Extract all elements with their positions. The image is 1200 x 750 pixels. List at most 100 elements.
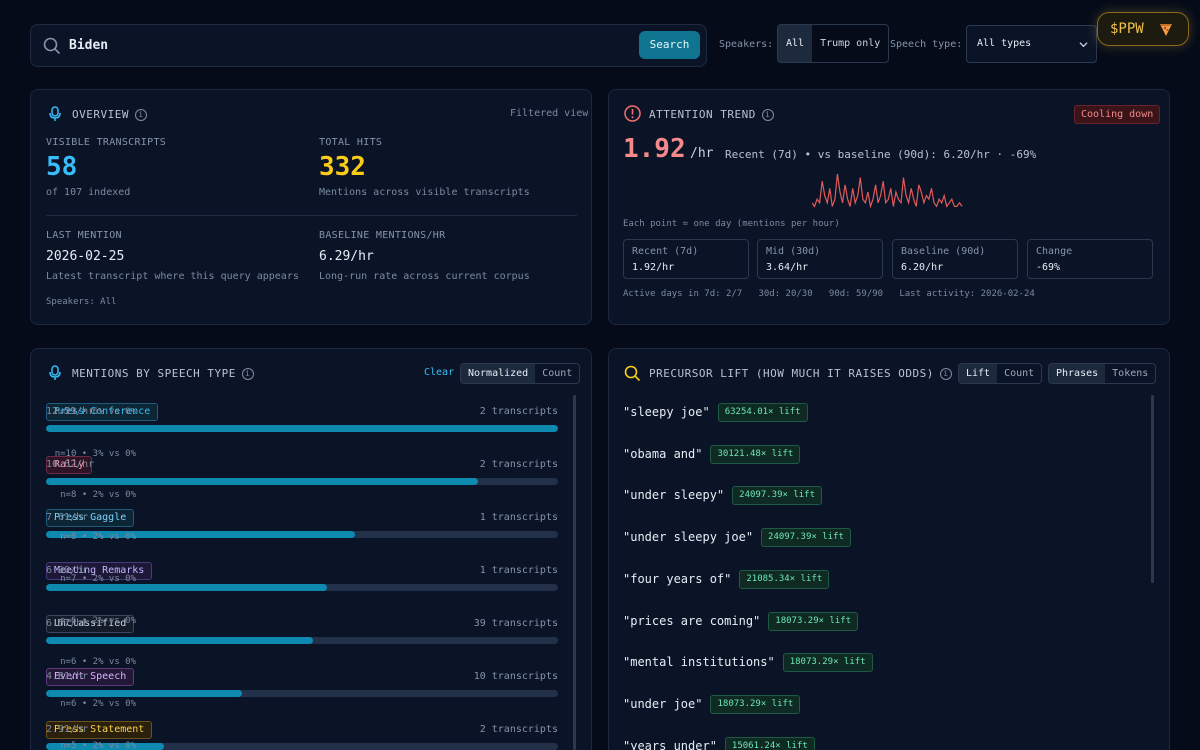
transcript-count: 2 transcripts — [479, 724, 558, 735]
mentions-title: MENTIONS BY SPEECH TYPE — [72, 367, 236, 380]
speech-type-tag[interactable]: Event Speech — [46, 668, 135, 686]
count-option[interactable]: Count — [1004, 368, 1035, 379]
total-hits-label: TOTAL HITS — [319, 137, 383, 148]
precursor-scrollbar[interactable] — [1151, 395, 1154, 583]
info-icon[interactable]: i — [761, 109, 774, 121]
mention-rate: 6.90/hr — [46, 565, 89, 576]
mention-bar-fill — [46, 531, 356, 538]
precursor-title-row: PRECURSOR LIFT (HOW MUCH IT RAISES ODDS)… — [649, 367, 952, 380]
transcript-count: 39 transcripts — [473, 618, 558, 629]
mention-row[interactable]: Press Conference 12.59/hr 2 transcripts — [46, 403, 558, 433]
speech-type-tag[interactable]: Rally — [46, 456, 93, 474]
precursor-row[interactable]: "mental institutions" 18073.29× lift — [623, 653, 873, 673]
transcript-count: 2 transcripts — [479, 406, 558, 417]
speech-type-select[interactable]: All types — [966, 25, 1097, 63]
mention-rate: 12.59/hr — [46, 406, 95, 417]
alert-icon — [624, 105, 641, 122]
mention-row[interactable]: Press Statement 2.91/hr 2 transcripts — [46, 721, 558, 750]
precursor-phrase: "mental institutions" — [623, 655, 775, 670]
mention-row[interactable]: Event Speech 4.81/hr 10 transcripts — [46, 668, 558, 698]
stat-change-value: -69% — [1036, 262, 1061, 273]
activity-footer: Active days in 7d: 2/7 30d: 20/30 90d: 5… — [623, 289, 1035, 299]
speakers-label: Speakers: — [719, 39, 774, 50]
microphone-icon — [49, 365, 61, 380]
speakers-trump-option[interactable]: Trump only — [820, 38, 881, 49]
precursor-stat: n=7 • 2% vs 0% — [60, 573, 136, 584]
mention-rate: 2.91/hr — [46, 724, 89, 735]
info-icon[interactable]: i — [939, 368, 952, 380]
precursor-phrase: "under sleepy" — [623, 488, 725, 503]
stat-change-label: Change — [1036, 246, 1073, 257]
mention-bar — [46, 637, 558, 644]
transcript-count: 1 transcripts — [479, 565, 558, 576]
stat-baseline-label: Baseline (90d) — [901, 246, 986, 257]
mention-bar-fill — [46, 425, 558, 432]
mention-bar — [46, 743, 558, 750]
precursor-phrase: "obama and" — [623, 446, 703, 461]
attention-summary: Recent (7d) • vs baseline (90d): 6.20/hr… — [725, 148, 1037, 161]
speech-type-tag[interactable]: Press Conference — [46, 403, 159, 421]
clear-button[interactable]: Clear — [424, 367, 455, 378]
speakers-all-option[interactable]: All — [778, 25, 813, 62]
precursor-row[interactable]: "under sleepy" 24097.39× lift — [623, 486, 823, 506]
precursor-row[interactable]: "obama and" 30121.48× lift — [623, 444, 801, 464]
lift-option[interactable]: Lift — [959, 364, 998, 383]
phrases-option[interactable]: Phrases — [1049, 364, 1106, 383]
precursor-stat: n=6 • 2% vs 0% — [60, 615, 136, 626]
precursor-row[interactable]: "sleepy joe" 63254.01× lift — [623, 403, 808, 422]
mention-row[interactable]: Meeting Remarks 6.90/hr 1 transcripts — [46, 562, 558, 592]
precursor-stat: n=8 • 2% vs 0% — [60, 490, 136, 501]
stat-baseline-value: 6.20/hr — [901, 262, 944, 273]
precursor-phrase: "prices are coming" — [623, 613, 761, 628]
search-icon — [43, 37, 61, 55]
mention-bar — [46, 531, 558, 538]
transcript-count: 1 transcripts — [479, 512, 558, 523]
mention-row[interactable]: Rally 10.62/hr 2 transcripts — [46, 456, 558, 486]
mentions-scrollbar[interactable] — [573, 395, 576, 750]
precursor-phrase: "under sleepy joe" — [623, 530, 754, 545]
speech-type-tag[interactable]: Press Gaggle — [46, 509, 135, 527]
precursor-row[interactable]: "under joe" 18073.29× lift — [623, 694, 801, 714]
lift-badge: 21085.34× lift — [739, 569, 830, 589]
speech-type-tag[interactable]: Meeting Remarks — [46, 562, 153, 580]
mention-bar — [46, 478, 558, 485]
count-option[interactable]: Count — [542, 368, 573, 379]
ppw-button[interactable]: $PPW — [1097, 12, 1189, 46]
attention-title-row: ATTENTION TREND i — [649, 108, 774, 121]
filtered-view-label: Filtered view — [510, 108, 589, 119]
tokens-option[interactable]: Tokens — [1112, 368, 1149, 379]
info-icon[interactable]: i — [241, 368, 254, 380]
speech-type-tag[interactable]: Press Statement — [46, 721, 153, 739]
transcript-count: 10 transcripts — [473, 671, 558, 682]
precursor-stat: n=10 • 3% vs 0% — [54, 448, 136, 459]
precursor-row[interactable]: "four years of" 21085.34× lift — [623, 569, 830, 589]
lift-badge: 18073.29× lift — [782, 653, 873, 673]
info-icon[interactable]: i — [134, 109, 147, 121]
pizza-icon — [1160, 24, 1172, 36]
precursor-row[interactable]: "years under" 15061.24× lift — [623, 736, 815, 750]
attention-note: Each point = one day (mentions per hour) — [623, 219, 840, 229]
attention-big-value: 1.92 — [623, 134, 686, 164]
speech-type-tag[interactable]: Unclassified — [46, 615, 135, 633]
transcript-count: 2 transcripts — [479, 459, 558, 470]
mention-bar-fill — [46, 690, 242, 697]
chevron-down-icon — [1079, 42, 1088, 48]
search-input[interactable]: Biden — [69, 38, 109, 53]
mention-bar-fill — [46, 478, 478, 485]
attention-title: ATTENTION TREND — [649, 108, 756, 121]
divider — [46, 215, 577, 216]
stat-mid-label: Mid (30d) — [766, 246, 821, 257]
mention-bar — [46, 690, 558, 697]
lift-badge: 24097.39× lift — [732, 486, 823, 506]
precursor-row[interactable]: "prices are coming" 18073.29× lift — [623, 611, 859, 631]
normalized-option[interactable]: Normalized — [461, 364, 536, 383]
search-button[interactable]: Search — [639, 31, 700, 59]
mention-row[interactable]: Press Gaggle 7.61/hr 1 transcripts — [46, 509, 558, 539]
precursor-row[interactable]: "under sleepy joe" 24097.39× lift — [623, 528, 851, 548]
mention-bar — [46, 584, 558, 591]
mention-row[interactable]: Unclassified 6.57/hr 39 transcripts — [46, 615, 558, 645]
speech-type-label: Speech type: — [890, 39, 963, 50]
last-mention-sub: Latest transcript where this query appea… — [46, 271, 299, 282]
search-box[interactable]: Biden — [30, 24, 707, 67]
lift-badge: 24097.39× lift — [761, 528, 851, 548]
